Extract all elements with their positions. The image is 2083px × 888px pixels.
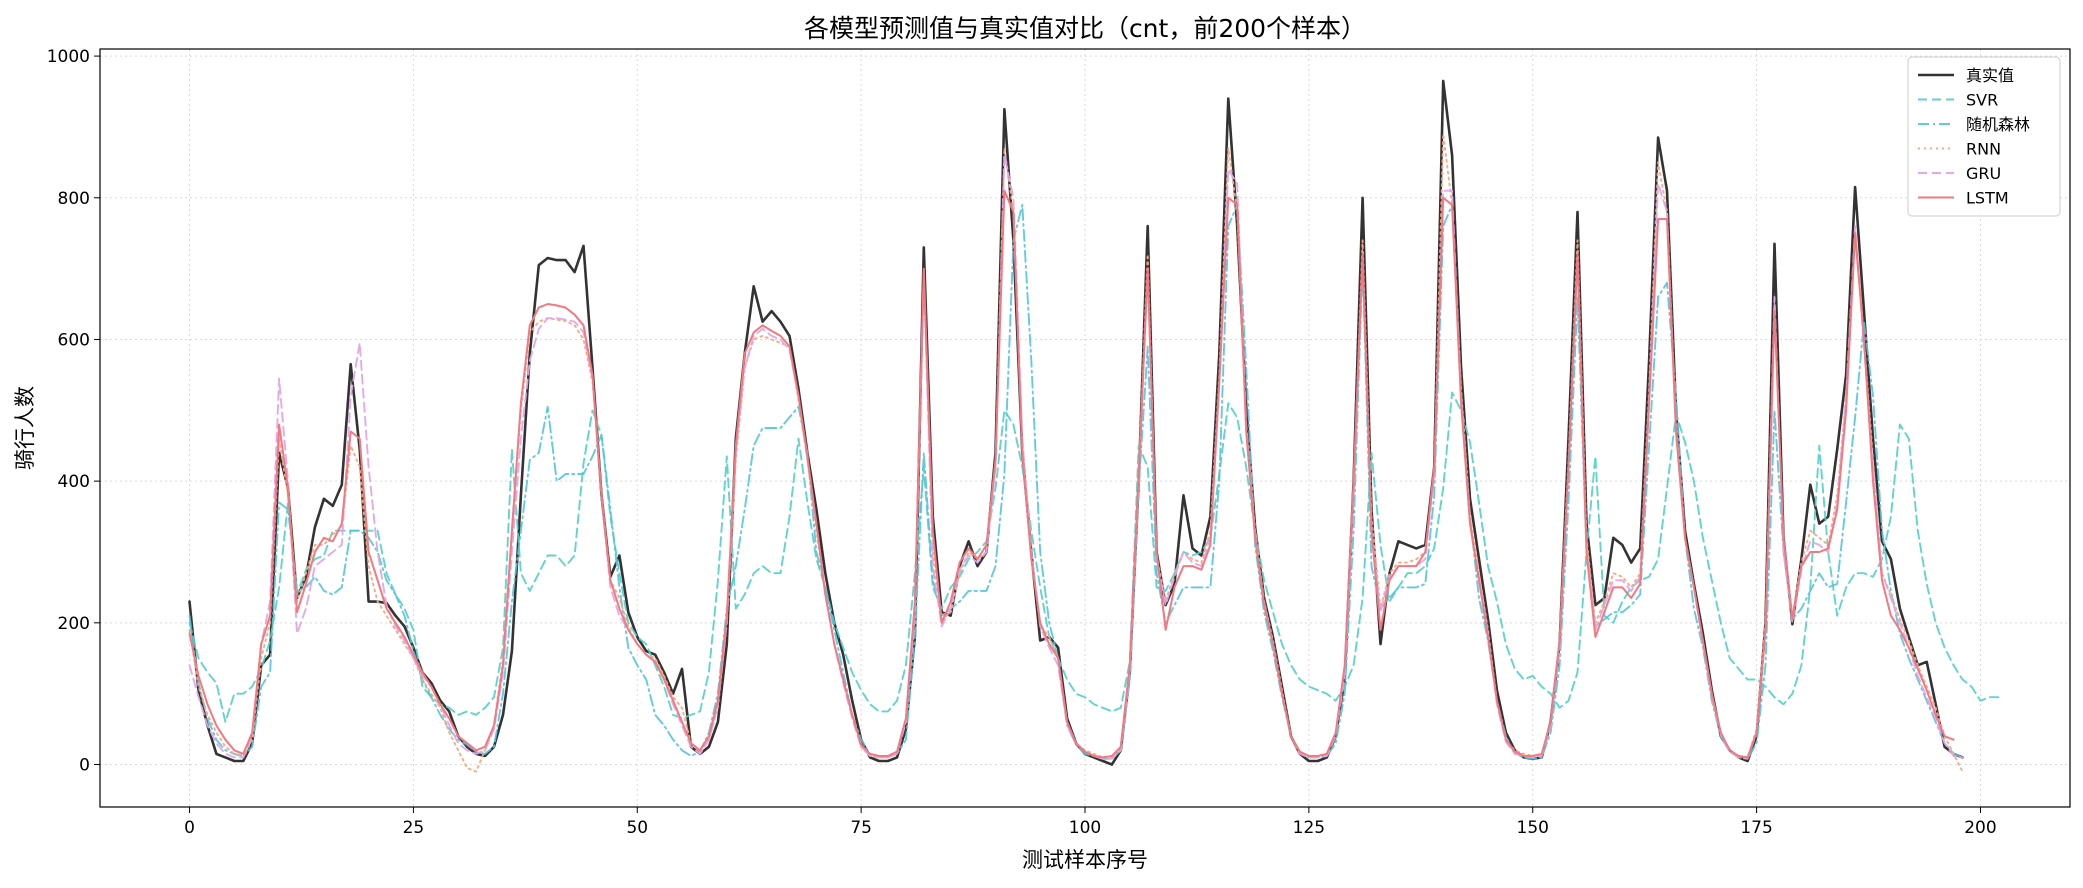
legend-label: SVR (1966, 91, 1998, 110)
x-tick-label: 75 (850, 818, 872, 838)
y-tick-label: 800 (58, 189, 90, 209)
y-tick-label: 200 (58, 614, 90, 634)
y-tick-label: 400 (58, 472, 90, 492)
y-axis-label: 骑行人数 (13, 386, 37, 470)
series-line-1 (188, 391, 2000, 723)
y-tick-label: 1000 (47, 47, 90, 67)
series-line-3 (188, 133, 1964, 773)
x-tick-label: 125 (1293, 818, 1325, 838)
series-line-5 (188, 189, 1955, 759)
legend-label: GRU (1966, 164, 2001, 183)
series-line-2 (188, 203, 1964, 760)
x-tick-label: 200 (1964, 818, 1996, 838)
legend-label: LSTM (1966, 189, 2009, 208)
chart-title: 各模型预测值与真实值对比（cnt，前200个样本） (804, 14, 1366, 43)
x-tick-label: 0 (184, 818, 195, 838)
legend-label: RNN (1966, 140, 2001, 159)
x-tick-label: 175 (1740, 818, 1772, 838)
y-tick-label: 0 (79, 755, 90, 775)
axis-ticks: 0 25 50 75 100 125 150 175 200 0 200 400 600 800 1000 (47, 47, 1997, 838)
x-axis-label: 测试样本序号 (1022, 848, 1148, 872)
x-tick-label: 150 (1517, 818, 1549, 838)
y-tick-label: 600 (58, 330, 90, 350)
legend-box (1907, 56, 2061, 217)
x-tick-label: 25 (403, 818, 425, 838)
series-lines (188, 79, 2000, 773)
x-tick-label: 50 (626, 818, 648, 838)
legend: 真实值 SVR 随机森林 RNN GRU LSTM (1907, 56, 2061, 217)
x-tick-label: 100 (1069, 818, 1101, 838)
grid (100, 49, 2070, 807)
legend-label: 真实值 (1966, 66, 2014, 85)
legend-label: 随机森林 (1966, 115, 2030, 134)
